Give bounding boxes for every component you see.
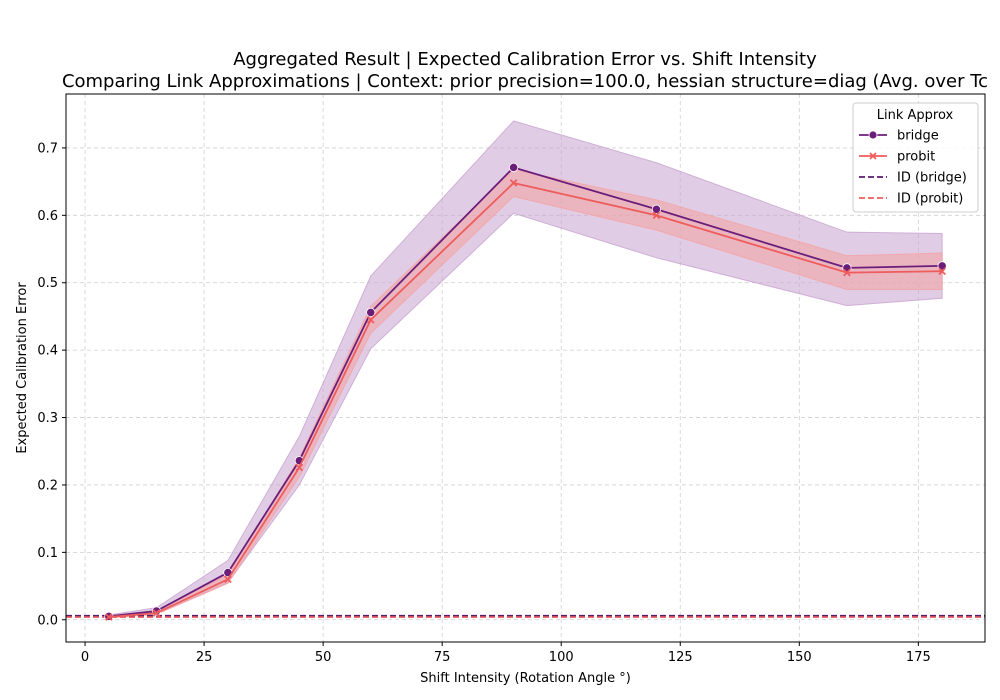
data-point-probit xyxy=(295,463,304,472)
legend: Link Approx bridge probit ID (bridge) ID (pr… xyxy=(852,102,979,213)
x-tick-label: 0 xyxy=(81,650,89,665)
legend-label-probit: probit xyxy=(897,150,935,165)
data-point-probit xyxy=(366,315,375,324)
legend-label-id-bridge-: ID (bridge) xyxy=(897,171,967,186)
y-axis-label: Expected Calibration Error xyxy=(15,282,30,454)
legend-label-id-probit-: ID (probit) xyxy=(897,192,963,207)
data-point-probit xyxy=(652,211,661,220)
marker-stroke xyxy=(843,268,851,277)
x-tick-label: 125 xyxy=(668,650,693,665)
x-tick-label: 150 xyxy=(787,650,812,665)
chart-subtitle: Comparing Link Approximations | Context:… xyxy=(61,71,989,92)
data-point-probit xyxy=(152,609,161,617)
chart-title: Aggregated Result | Expected Calibration… xyxy=(233,49,817,70)
marker-stroke xyxy=(366,315,375,324)
data-point-probit xyxy=(938,267,946,276)
marker-stroke xyxy=(224,575,232,584)
y-tick-label: 0.6 xyxy=(37,209,58,224)
marker-stroke xyxy=(652,211,661,220)
y-tick-label: 0.4 xyxy=(37,344,58,359)
x-tick-label: 175 xyxy=(906,650,931,665)
marker-stroke xyxy=(105,613,113,621)
marker-stroke xyxy=(152,609,161,617)
data-point-probit xyxy=(105,613,113,621)
legend-box xyxy=(852,102,979,213)
marker-stroke xyxy=(295,463,304,472)
legend-marker-bridge xyxy=(868,130,878,140)
marker-stroke xyxy=(509,179,518,187)
data-point-bridge xyxy=(651,204,662,214)
x-tick-label: 75 xyxy=(434,650,451,665)
x-tick-label: 50 xyxy=(315,650,332,665)
data-point-probit xyxy=(509,179,518,187)
y-tick-label: 0.7 xyxy=(37,141,58,156)
legend-label-bridge: bridge xyxy=(897,129,939,144)
y-tick-label: 0.5 xyxy=(37,276,58,291)
x-tick-label: 25 xyxy=(196,650,213,665)
plot-frame xyxy=(65,93,986,643)
data-point-bridge xyxy=(508,162,519,173)
y-tick-label: 0.3 xyxy=(37,411,58,426)
data-point-probit xyxy=(224,575,232,584)
x-tick-label: 100 xyxy=(549,650,574,665)
marker-stroke xyxy=(938,267,946,276)
y-tick-label: 0.0 xyxy=(37,613,58,628)
x-axis-label: Shift Intensity (Rotation Angle °) xyxy=(420,671,631,686)
y-tick-label: 0.2 xyxy=(37,478,58,493)
data-point-bridge xyxy=(366,307,376,317)
legend-marker-probit xyxy=(869,152,877,160)
legend-title: Link Approx xyxy=(877,108,954,123)
data-point-probit xyxy=(843,268,851,277)
y-tick-label: 0.1 xyxy=(37,546,58,561)
